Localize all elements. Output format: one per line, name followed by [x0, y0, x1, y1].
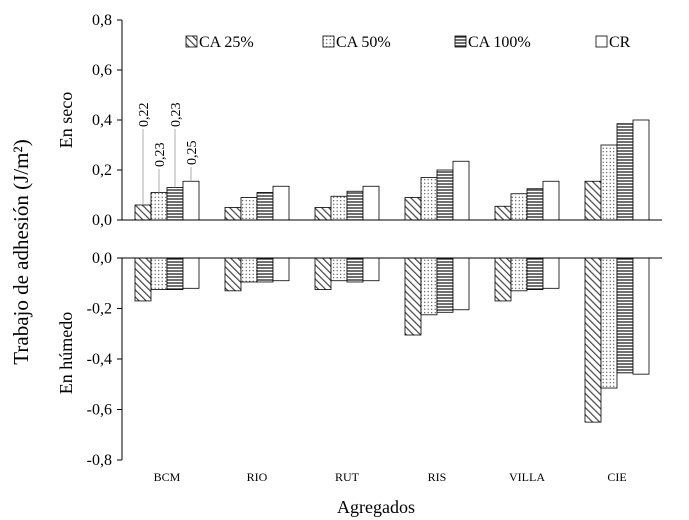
- bar-dry-rio-ca-25pct: [224, 207, 242, 221]
- legend-swatch-ca-50pct: [322, 35, 335, 48]
- bar-dry-rio-ca-50pct: [240, 197, 258, 221]
- category-label-villa: VILLA: [509, 470, 545, 484]
- bar-wet-rio-ca-50pct: [240, 257, 258, 283]
- y-tick-label-wet-4: -0,8: [87, 452, 112, 469]
- annotation-label-2: 0,23: [169, 103, 184, 128]
- category-label-ris: RIS: [428, 470, 447, 484]
- annotation-label-3: 0,25: [185, 141, 200, 166]
- bar-dry-rio-ca-100pct: [256, 192, 274, 221]
- y-tick-label-dry-0: 0,0: [92, 212, 112, 229]
- bar-wet-ris-ca-25pct: [404, 257, 422, 336]
- bar-wet-cie-ca-100pct: [616, 257, 634, 374]
- legend-label-ca-100pct: CA 100%: [468, 34, 531, 51]
- bar-wet-bcm-ca-100pct: [166, 257, 184, 290]
- bar-dry-cie-cr: [632, 119, 650, 221]
- bar-dry-cie-ca-50pct: [600, 144, 618, 221]
- annotation-label-0: 0,22: [137, 103, 152, 128]
- x-axis-title: Agregados: [337, 497, 415, 517]
- bar-wet-rut-cr: [362, 257, 380, 282]
- legend-label-cr: CR: [609, 34, 631, 51]
- bar-dry-rut-ca-50pct: [330, 195, 348, 221]
- bar-wet-cie-cr: [632, 257, 650, 375]
- bar-dry-rut-ca-25pct: [314, 207, 332, 221]
- y-tick-label-wet-2: -0,4: [87, 351, 112, 368]
- bar-wet-rut-ca-100pct: [346, 257, 364, 283]
- category-label-bcm: BCM: [154, 470, 181, 484]
- y-tick-label-dry-4: 0,8: [92, 12, 112, 29]
- bar-dry-rut-cr: [362, 185, 380, 221]
- y-axis-title: Trabajo de adhesión (J/m²): [9, 139, 33, 364]
- y-tick-label-wet-3: -0,6: [87, 402, 112, 419]
- bar-wet-cie-ca-50pct: [600, 257, 618, 389]
- bar-wet-bcm-ca-25pct: [134, 257, 152, 302]
- legend-label-ca-50pct: CA 50%: [336, 34, 391, 51]
- wet-panel: 0,0 -0,2 -0,4 -0,6 -0,8: [87, 250, 662, 469]
- category-label-rut: RUT: [335, 470, 360, 484]
- bar-wet-villa-ca-100pct: [526, 257, 544, 290]
- panel-label-dry: En seco: [56, 92, 76, 148]
- bar-dry-rio-cr: [272, 185, 290, 221]
- bar-dry-rut-ca-100pct: [346, 190, 364, 221]
- bar-wet-bcm-cr: [182, 257, 200, 289]
- bar-dry-ris-cr: [452, 160, 470, 221]
- legend: CA 25% CA 50% CA 100% CR: [185, 34, 631, 51]
- annotation-label-1: 0,23: [153, 143, 168, 168]
- bar-wet-villa-ca-25pct: [494, 257, 512, 302]
- y-tick-label-wet-0: 0,0: [92, 250, 112, 267]
- bar-wet-villa-cr: [542, 257, 560, 289]
- bar-dry-villa-ca-50pct: [510, 193, 528, 221]
- dry-panel: 0,00,20,40,60,80,220,230,230,25: [92, 12, 662, 229]
- panel-label-wet: En húmedo: [56, 312, 76, 395]
- legend-label-ca-25pct: CA 25%: [199, 34, 254, 51]
- bar-dry-ris-ca-100pct: [436, 169, 454, 221]
- y-tick-label-wet-1: -0,2: [87, 301, 112, 318]
- category-label-cie: CIE: [607, 470, 626, 484]
- bar-dry-ris-ca-50pct: [420, 177, 438, 221]
- bar-wet-rut-ca-50pct: [330, 257, 348, 282]
- bar-dry-bcm-ca-100pct: [166, 187, 184, 221]
- bar-wet-ris-cr: [452, 257, 470, 311]
- bar-dry-villa-ca-25pct: [494, 205, 512, 221]
- y-tick-label-dry-3: 0,6: [92, 62, 112, 79]
- bar-wet-villa-ca-50pct: [510, 257, 528, 292]
- y-tick-label-dry-1: 0,2: [92, 162, 112, 179]
- bar-wet-rio-cr: [272, 257, 290, 282]
- bar-dry-bcm-ca-25pct: [134, 204, 152, 221]
- bar-dry-ris-ca-25pct: [404, 197, 422, 221]
- bar-wet-bcm-ca-50pct: [150, 257, 168, 290]
- legend-swatch-ca-100pct: [454, 35, 467, 48]
- bar-dry-villa-ca-100pct: [526, 188, 544, 221]
- bar-dry-cie-ca-25pct: [584, 180, 602, 221]
- bar-dry-cie-ca-100pct: [616, 123, 634, 221]
- bar-dry-bcm-ca-50pct: [150, 192, 168, 221]
- category-label-rio: RIO: [247, 470, 268, 484]
- bar-wet-ris-ca-100pct: [436, 257, 454, 313]
- bar-wet-rut-ca-25pct: [314, 257, 332, 290]
- legend-swatch-cr: [595, 35, 608, 48]
- bar-dry-bcm-cr: [182, 180, 200, 221]
- bar-wet-cie-ca-25pct: [584, 257, 602, 423]
- bar-wet-rio-ca-25pct: [224, 257, 242, 292]
- bar-dry-villa-cr: [542, 180, 560, 221]
- bar-wet-rio-ca-100pct: [256, 257, 274, 283]
- y-tick-label-dry-2: 0,4: [92, 112, 112, 129]
- legend-swatch-ca-25pct: [185, 35, 198, 48]
- bar-wet-ris-ca-50pct: [420, 257, 438, 316]
